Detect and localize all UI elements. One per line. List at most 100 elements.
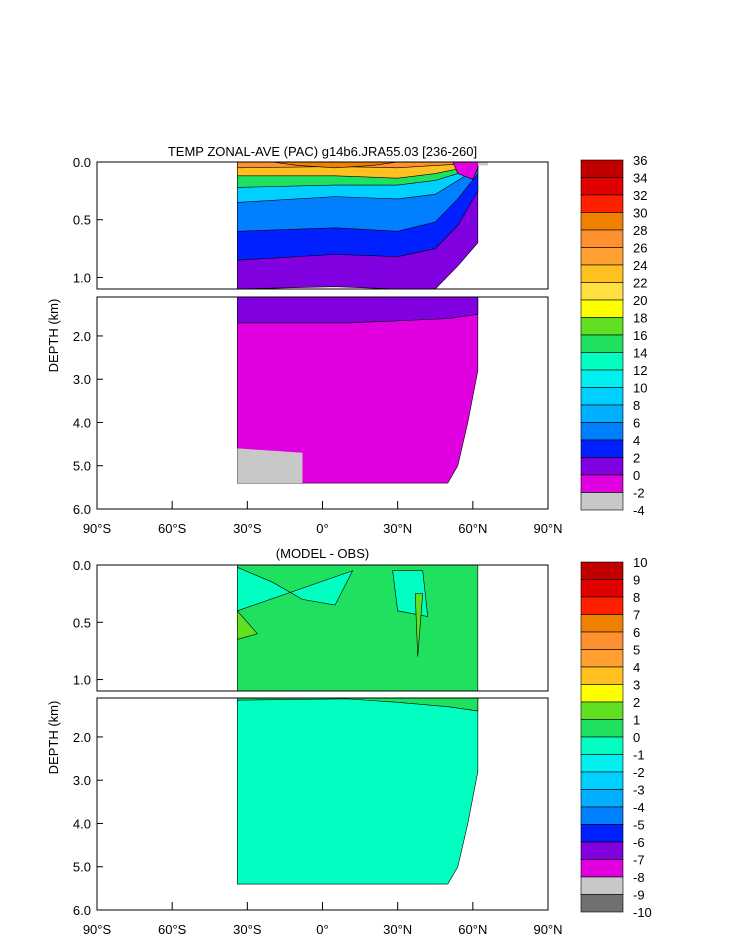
colorbar-label: -6 bbox=[633, 835, 645, 850]
y-tick-label: 6.0 bbox=[73, 502, 91, 517]
colorbar-label: -8 bbox=[633, 870, 645, 885]
x-tick-label: 0° bbox=[316, 922, 328, 937]
colorbar-swatch bbox=[580, 876, 624, 895]
colorbar-label: 2 bbox=[633, 451, 640, 466]
colorbar-label: 28 bbox=[633, 223, 647, 238]
upper-frame bbox=[96, 161, 549, 290]
x-tick-label: 90°N bbox=[533, 922, 562, 937]
colorbar-label: 1 bbox=[633, 713, 640, 728]
x-tick-label: 30°S bbox=[233, 922, 262, 937]
colorbar-swatch bbox=[580, 754, 624, 773]
x-tick-label: 60°S bbox=[158, 521, 187, 536]
colorbar-swatch bbox=[580, 229, 624, 248]
colorbar-swatch bbox=[580, 806, 624, 825]
colorbar-swatch bbox=[580, 579, 624, 598]
colorbar-swatch bbox=[580, 894, 624, 913]
x-tick-label: 90°S bbox=[83, 922, 112, 937]
y-tick-label: 2.0 bbox=[73, 329, 91, 344]
colorbar-label: 24 bbox=[633, 258, 647, 273]
colorbar-swatch bbox=[580, 264, 624, 283]
x-tick-label: 60°N bbox=[458, 521, 487, 536]
colorbar-label: -2 bbox=[633, 486, 645, 501]
colorbar-swatch bbox=[580, 631, 624, 650]
colorbar-label: 5 bbox=[633, 643, 640, 658]
deep-layer bbox=[237, 698, 479, 885]
y-tick-label: 4.0 bbox=[73, 816, 91, 831]
colorbar-swatch bbox=[580, 159, 624, 178]
upper-section bbox=[237, 162, 488, 289]
colorbar-swatch bbox=[580, 369, 624, 388]
y-tick-label: 0.5 bbox=[73, 615, 91, 630]
colorbar-swatch bbox=[580, 701, 624, 720]
colorbar-swatch bbox=[580, 859, 624, 878]
colorbar-label: 4 bbox=[633, 433, 640, 448]
colorbar-swatch bbox=[580, 387, 624, 406]
north-ice-patch bbox=[477, 162, 488, 166]
colorbar-label: -4 bbox=[633, 800, 645, 815]
colorbar-swatch bbox=[580, 824, 624, 843]
colorbar-label: 8 bbox=[633, 398, 640, 413]
colorbar-swatch bbox=[580, 299, 624, 318]
y-tick-label: 1.0 bbox=[73, 270, 91, 285]
colorbar-swatch bbox=[580, 841, 624, 860]
colorbar-swatch bbox=[580, 614, 624, 633]
colorbar-label: 8 bbox=[633, 590, 640, 605]
colorbar-label: 10 bbox=[633, 381, 647, 396]
y-axis-label: DEPTH (km) bbox=[46, 299, 61, 373]
colorbar-swatch bbox=[580, 596, 624, 615]
colorbar-label: 6 bbox=[633, 625, 640, 640]
colorbar-swatch bbox=[580, 439, 624, 458]
colorbar-label: 2 bbox=[633, 695, 640, 710]
temperature-panel: TEMP ZONAL-AVE (PAC) g14b6.JRA55.03 [236… bbox=[46, 144, 647, 536]
colorbar-label: 32 bbox=[633, 188, 647, 203]
colorbar-swatch bbox=[580, 649, 624, 668]
x-tick-label: 60°S bbox=[158, 922, 187, 937]
colorbar-label: 6 bbox=[633, 416, 640, 431]
colorbar-swatch bbox=[580, 352, 624, 371]
chart-title: (MODEL - OBS) bbox=[276, 546, 369, 561]
chart-title: TEMP ZONAL-AVE (PAC) g14b6.JRA55.03 [236… bbox=[168, 144, 477, 159]
x-tick-label: 60°N bbox=[458, 922, 487, 937]
y-axis-label: DEPTH (km) bbox=[46, 701, 61, 775]
colorbar-label: -4 bbox=[633, 503, 645, 518]
y-tick-label: 4.0 bbox=[73, 415, 91, 430]
x-tick-label: 30°S bbox=[233, 521, 262, 536]
upper-frame bbox=[96, 564, 549, 692]
colorbar-swatch bbox=[580, 334, 624, 353]
colorbar-label: 4 bbox=[633, 660, 640, 675]
colorbar-label: 18 bbox=[633, 311, 647, 326]
intermediate-layer bbox=[237, 698, 479, 712]
colorbar-label: 3 bbox=[633, 678, 640, 693]
y-tick-label: 3.0 bbox=[73, 773, 91, 788]
colorbar-label: 20 bbox=[633, 293, 647, 308]
colorbar-label: 16 bbox=[633, 328, 647, 343]
colorbar-label: -9 bbox=[633, 888, 645, 903]
colorbar-label: 36 bbox=[633, 153, 647, 168]
colorbar-swatch bbox=[580, 684, 624, 703]
y-tick-label: 2.0 bbox=[73, 730, 91, 745]
colorbar-swatch bbox=[580, 247, 624, 266]
colorbar-label: 7 bbox=[633, 608, 640, 623]
colorbar-label: -5 bbox=[633, 818, 645, 833]
anomaly-blob bbox=[414, 593, 424, 657]
upper-section bbox=[237, 565, 479, 691]
y-tick-label: 6.0 bbox=[73, 903, 91, 918]
colorbar-label: 0 bbox=[633, 730, 640, 745]
colorbar-swatch bbox=[580, 177, 624, 196]
warm-core bbox=[272, 162, 398, 169]
colorbar-swatch bbox=[580, 561, 624, 580]
north-cold-patch bbox=[452, 162, 479, 180]
colorbar-label: 26 bbox=[633, 241, 647, 256]
x-tick-label: 0° bbox=[316, 521, 328, 536]
colorbar-label: -3 bbox=[633, 783, 645, 798]
bottom-gray-patch bbox=[237, 448, 303, 484]
y-tick-label: 0.5 bbox=[73, 213, 91, 228]
x-tick-label: 90°N bbox=[533, 521, 562, 536]
colorbar-label: 9 bbox=[633, 573, 640, 588]
colorbar-label: 0 bbox=[633, 468, 640, 483]
colorbar-label: 30 bbox=[633, 206, 647, 221]
y-tick-label: 1.0 bbox=[73, 673, 91, 688]
colorbar-swatch bbox=[580, 212, 624, 231]
colorbar-swatch bbox=[580, 317, 624, 336]
